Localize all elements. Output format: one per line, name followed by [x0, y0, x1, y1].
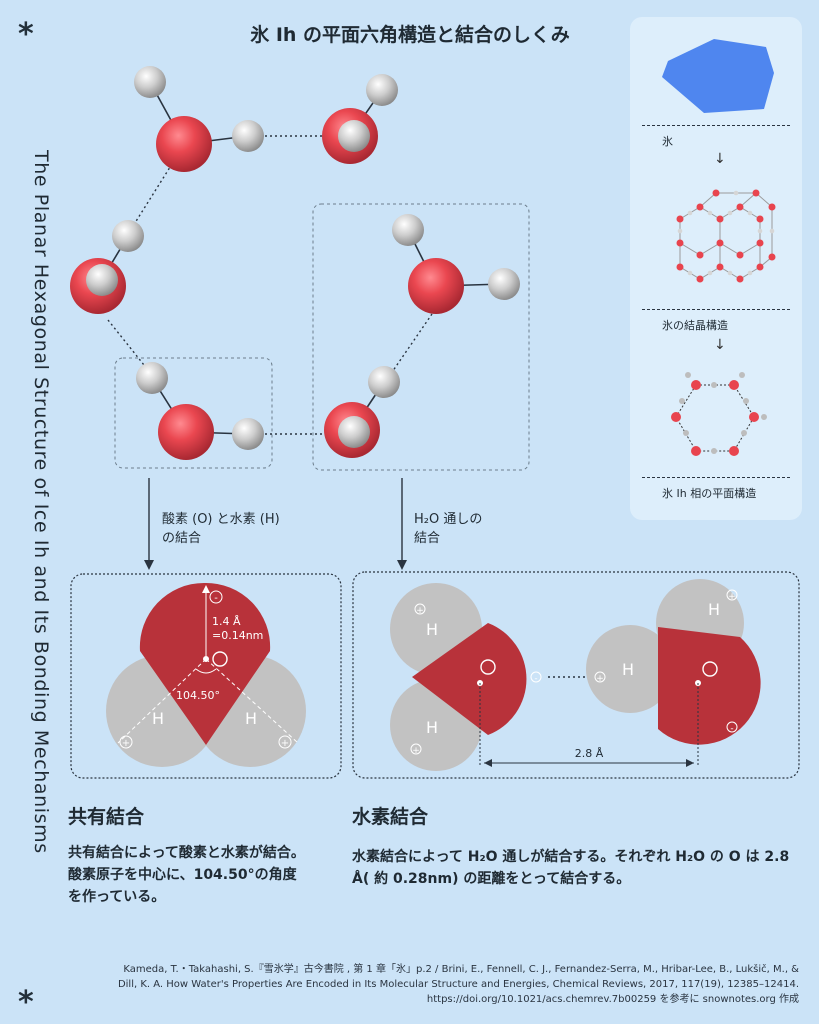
panel-rule-1 — [642, 125, 790, 126]
plus-sign-left: + — [122, 738, 130, 749]
page-title: 氷 Ih の平面六角構造と結合のしくみ — [250, 24, 570, 46]
covalent-heading: 共有結合 — [68, 806, 145, 828]
hb-minus-2: - — [730, 724, 733, 734]
planar-structure-icon — [671, 372, 767, 456]
water-molecule-top-right — [322, 74, 398, 164]
vertical-title: The Planar Hexagonal Structure of Ice Ih… — [30, 150, 52, 854]
panel-rule-3 — [642, 477, 790, 478]
hb-plus-4: + — [728, 592, 736, 602]
arrow-down-left-icon — [144, 478, 154, 570]
callout-covalent-line1: 酸素 (O) と水素 (H) — [162, 512, 280, 527]
angle-label: 104.50° — [176, 689, 220, 702]
callout-hbond: H₂O 通しの 結合 — [414, 510, 482, 548]
minus-sign: - — [214, 593, 218, 604]
hb-plus-2: + — [412, 746, 420, 756]
callout-hbond-line2: 結合 — [414, 531, 441, 546]
arrow-down-right-icon — [397, 478, 407, 570]
down-arrow-icon-2: ↓ — [714, 337, 726, 353]
group-box-right — [312, 203, 530, 471]
hb-plus-1: + — [416, 606, 424, 616]
water-molecule-bottom-left — [136, 362, 264, 460]
hb-minus-1: - — [534, 674, 537, 684]
plus-sign-right: + — [281, 738, 289, 749]
ice-block-icon — [662, 39, 774, 113]
callout-covalent: 酸素 (O) と水素 (H) の結合 — [162, 510, 280, 548]
group-box-left — [114, 357, 273, 469]
water-molecule-right — [392, 214, 520, 314]
hbond-heading: 水素結合 — [352, 806, 429, 828]
hb-hydrogen-3: H — [622, 660, 634, 679]
covalent-text: 共有結合によって酸素と水素が結合。酸素原子を中心に、104.50°の角度を作って… — [68, 845, 305, 905]
water-molecule-left — [70, 220, 144, 314]
distance-label: 2.8 Å — [575, 747, 604, 760]
covalent-diagram: - 1.4 Å =0.14nm O 104.50° H H + + — [70, 573, 342, 779]
asterisk-bottom: * — [18, 985, 34, 1020]
hb-oxygen-1: O — [482, 670, 483, 672]
hexagon-illustration — [70, 66, 530, 471]
callout-hbond-line1: H₂O 通しの — [414, 512, 483, 527]
hb-hydrogen-2: H — [426, 718, 438, 737]
side-panel: 氷 ↓ 氷の結晶構造 — [630, 17, 802, 520]
hydrogen-label-left: H — [152, 709, 164, 728]
callout-covalent-line2: の結合 — [162, 531, 202, 546]
panel-rule-2 — [642, 309, 790, 310]
credit-text: Kameda, T.・Takahashi, S.『雪氷学』古今書院 , 第 1 … — [117, 964, 799, 1005]
hbond-diagram: H H + + O - H H + + O - 2.8 Å — [352, 571, 800, 779]
panel-label-ice: 氷 — [662, 135, 673, 148]
hydrogen-label-right: H — [245, 709, 257, 728]
crystal-structure-icon — [676, 189, 776, 283]
bond-length-line1: 1.4 Å — [212, 615, 241, 628]
bond-length-line2: =0.14nm — [212, 629, 263, 642]
hb-hydrogen-4: H — [708, 600, 720, 619]
down-arrow-icon: ↓ — [714, 151, 726, 167]
asterisk-top: * — [18, 17, 34, 52]
water-molecule-top-left — [134, 66, 264, 172]
panel-label-planar: 氷 Ih 相の平面構造 — [662, 487, 757, 500]
hb-oxygen-2: O — [704, 672, 705, 674]
oxygen-shape — [139, 582, 271, 745]
panel-label-crystal: 氷の結晶構造 — [662, 319, 728, 332]
hb-hydrogen-1: H — [426, 620, 438, 639]
hb-plus-3: + — [596, 674, 604, 684]
water-molecule-bottom-right — [324, 366, 400, 458]
oxygen-label: O — [213, 663, 214, 665]
hbond-text: 水素結合によって H₂O 通しが結合する。それぞれ H₂O の O は 2.8 … — [352, 849, 790, 887]
